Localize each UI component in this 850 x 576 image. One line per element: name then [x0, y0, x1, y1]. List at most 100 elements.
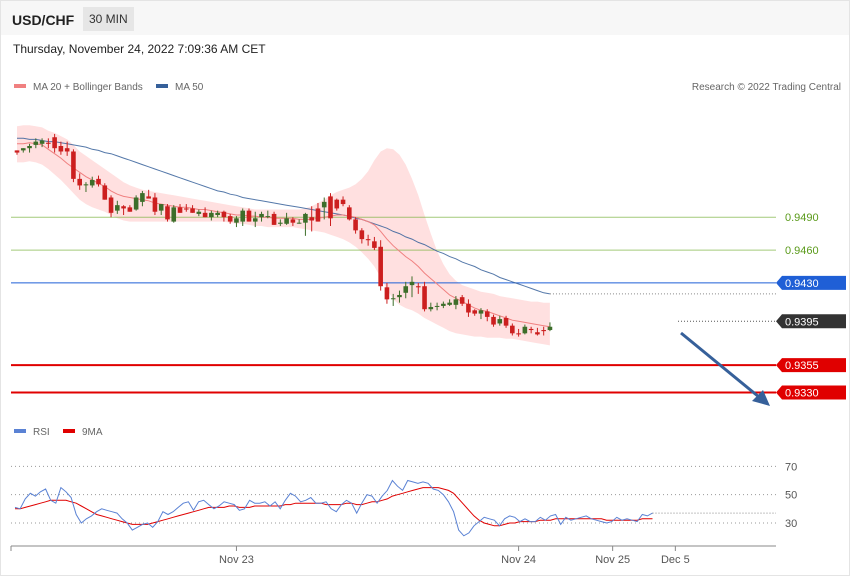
candle — [397, 290, 402, 303]
candle — [196, 209, 202, 217]
candle — [271, 211, 277, 225]
candle — [177, 204, 183, 213]
candle — [466, 299, 471, 317]
candle — [14, 150, 20, 155]
rsi-ma9-line — [15, 487, 653, 527]
candle — [441, 301, 446, 309]
ma50-legend-swatch — [156, 84, 168, 88]
candle — [415, 282, 421, 294]
credit-text: Research © 2022 Trading Central — [692, 82, 841, 93]
candle — [472, 309, 478, 316]
candle — [171, 205, 177, 223]
rsi-line — [14, 479, 653, 537]
candle — [447, 299, 452, 306]
time-label-nov-25: Nov 25 — [595, 554, 630, 566]
candle — [309, 206, 314, 232]
candle — [528, 326, 534, 334]
candle — [265, 210, 271, 219]
candle — [259, 211, 264, 222]
level-label-0.9490: 0.9490 — [785, 212, 819, 224]
candle — [252, 211, 258, 228]
time-label-nov-23: Nov 23 — [219, 554, 254, 566]
level-label-0.9330: 0.9330 — [785, 387, 819, 399]
candle — [497, 315, 503, 326]
rsi-legend-swatch — [14, 429, 26, 433]
rsi-legend-label: RSI — [33, 427, 50, 438]
candle — [183, 204, 189, 212]
candle — [146, 189, 151, 199]
candle — [33, 138, 39, 149]
bollinger-band — [17, 125, 550, 346]
candle — [246, 208, 252, 222]
candle — [165, 204, 170, 222]
candle — [215, 210, 220, 218]
candle — [89, 176, 95, 188]
rsi-tick-30: 30 — [785, 518, 797, 530]
candle — [484, 309, 490, 322]
price-panel: 0.9490 0.9460 0.9430 0.9395 0.9355 0.9330 — [11, 125, 846, 400]
candle — [52, 133, 57, 153]
candle — [190, 205, 195, 213]
ma50-line — [17, 137, 550, 295]
candle — [102, 183, 108, 200]
candle — [64, 141, 70, 156]
level-label-0.9430: 0.9430 — [785, 278, 819, 290]
candle — [353, 217, 358, 234]
candle — [510, 323, 515, 336]
level-label-0.9460: 0.9460 — [785, 245, 819, 257]
candle — [227, 213, 233, 224]
candle — [503, 315, 509, 328]
time-label-dec-5: Dec 5 — [661, 554, 690, 566]
candle — [378, 240, 383, 291]
candle — [96, 175, 101, 187]
ma20-legend-swatch — [14, 84, 26, 88]
candle — [347, 205, 352, 221]
candle — [522, 324, 528, 335]
candle — [240, 208, 246, 226]
level-tag-0.9430: 0.9430 — [776, 275, 846, 290]
candle — [372, 236, 377, 251]
candle — [108, 195, 114, 218]
candle — [390, 293, 396, 306]
candle — [541, 326, 546, 336]
candle — [478, 308, 484, 320]
candle — [403, 281, 409, 299]
candle — [359, 228, 365, 244]
candle — [340, 196, 346, 207]
level-label-0.9395: 0.9395 — [785, 316, 819, 328]
ma20-legend-label: MA 20 + Bollinger Bands — [33, 82, 143, 93]
candle — [384, 282, 390, 304]
candle — [83, 182, 89, 193]
candle — [202, 207, 208, 218]
candle — [20, 148, 26, 153]
candle — [547, 322, 553, 332]
candle — [39, 138, 45, 148]
candle — [365, 234, 371, 246]
candle — [491, 314, 496, 327]
candle — [121, 205, 126, 216]
candle — [221, 210, 227, 222]
candle — [290, 217, 296, 226]
candle — [321, 197, 327, 220]
candle — [284, 212, 289, 225]
candle — [58, 141, 64, 155]
candle — [27, 143, 32, 153]
candle — [152, 193, 158, 216]
candle — [71, 149, 76, 183]
rsi-panel: 70 50 30 — [11, 461, 797, 537]
candle — [234, 216, 239, 228]
interval-button[interactable]: 30 MIN — [83, 7, 134, 31]
candle — [77, 173, 82, 190]
level-tag-0.9395: 0.9395 — [776, 314, 846, 329]
ma50-legend-label: MA 50 — [175, 82, 204, 93]
time-ticks: Nov 23 Nov 24 Nov 25 Dec 5 — [10, 546, 690, 566]
candle — [516, 328, 521, 337]
level-tag-0.9355: 0.9355 — [776, 358, 846, 373]
candle — [209, 210, 214, 221]
candle — [434, 302, 440, 311]
ma9-legend-label: 9MA — [82, 427, 103, 438]
candle — [422, 281, 427, 312]
candle — [140, 190, 145, 207]
candle — [453, 296, 459, 310]
